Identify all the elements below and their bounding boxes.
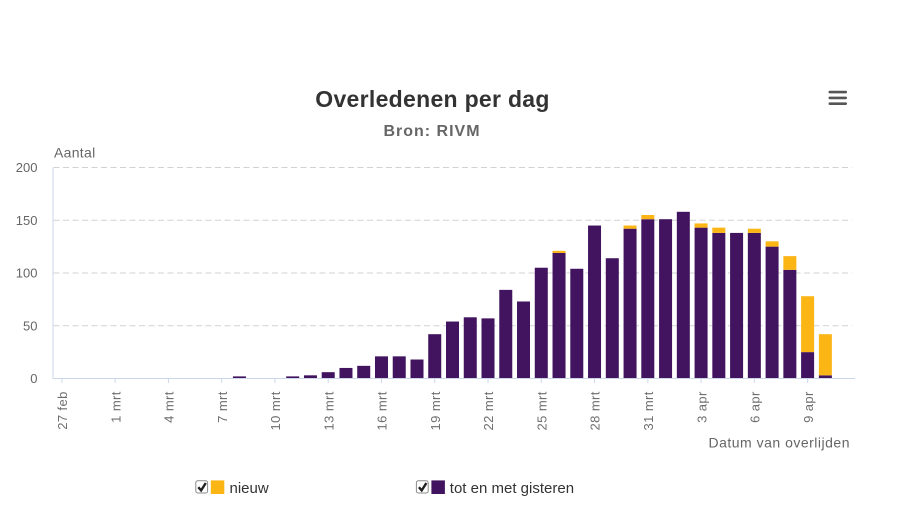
svg-text:19 mrt: 19 mrt [428,391,443,430]
svg-text:13 mrt: 13 mrt [321,391,336,430]
svg-text:Datum van overlijden: Datum van overlijden [708,435,850,451]
svg-text:10 mrt: 10 mrt [268,391,283,430]
svg-text:4 mrt: 4 mrt [162,391,177,423]
svg-text:Bron: RIVM: Bron: RIVM [383,123,480,140]
svg-text:nieuw: nieuw [230,480,269,497]
svg-text:25 mrt: 25 mrt [534,391,549,430]
svg-text:Aantal: Aantal [54,145,96,161]
svg-text:150: 150 [16,213,38,228]
svg-text:7 mrt: 7 mrt [215,391,230,423]
svg-text:27 feb: 27 feb [55,391,70,430]
svg-text:6 apr: 6 apr [748,391,763,423]
svg-text:9 apr: 9 apr [801,391,816,423]
svg-text:Overledenen per dag: Overledenen per dag [315,86,550,112]
svg-text:16 mrt: 16 mrt [375,391,390,430]
svg-text:0: 0 [30,371,37,386]
svg-text:tot en met gisteren: tot en met gisteren [450,480,574,497]
svg-text:3 apr: 3 apr [694,391,709,423]
svg-text:200: 200 [16,160,38,175]
svg-text:31 mrt: 31 mrt [641,391,656,430]
svg-text:1 mrt: 1 mrt [108,391,123,423]
svg-text:22 mrt: 22 mrt [481,391,496,430]
svg-text:28 mrt: 28 mrt [588,391,603,430]
svg-text:50: 50 [23,318,37,333]
svg-text:100: 100 [16,266,38,281]
